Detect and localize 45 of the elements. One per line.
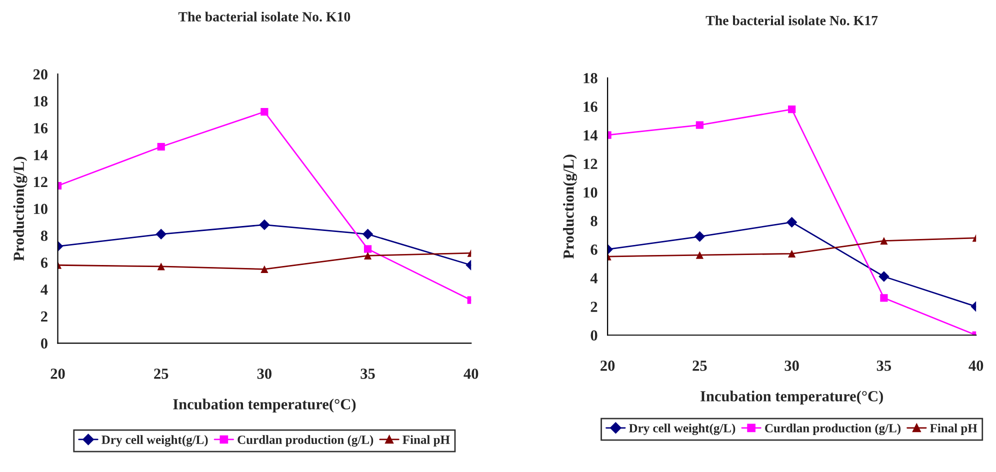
y-tick-label: 8 <box>590 216 598 226</box>
x-tick-label: 20 <box>600 360 615 371</box>
x-tick-label: 40 <box>464 368 478 379</box>
y-tick-label: 18 <box>584 73 598 84</box>
y-axis-title: Production(g/L) <box>563 154 578 259</box>
x-axis-title: Incubation temperature(°C) <box>700 390 883 404</box>
legend-label: Dry cell weight(g/L) <box>102 435 208 447</box>
chart-title: The bacterial isolate No. K17 <box>706 15 878 26</box>
y-axis-title: Production(g/L) <box>13 156 28 261</box>
y-tick-label: 10 <box>34 204 48 214</box>
y-tick-label: 10 <box>584 187 598 198</box>
y-tick-label: 18 <box>34 96 48 106</box>
y-tick-label: 20 <box>33 69 48 80</box>
legend-label: Final pH <box>930 424 978 435</box>
x-tick-label: 35 <box>876 360 892 371</box>
x-tick-label: 35 <box>360 368 375 379</box>
y-tick-label: 4 <box>590 273 598 284</box>
x-axis-title: Incubation temperature(°C) <box>173 398 356 413</box>
legend-label: Curdlan production (g/L) <box>765 424 900 436</box>
y-tick-label: 2 <box>41 311 48 322</box>
point <box>880 294 888 302</box>
y-tick-label: 6 <box>590 244 598 255</box>
x-tick-label: 30 <box>257 368 272 379</box>
y-tick-label: 16 <box>584 102 598 112</box>
y-tick-label: 16 <box>34 123 48 134</box>
legend-label: Curdlan production (g/L) <box>238 435 374 447</box>
point <box>157 262 165 270</box>
y-tick-label: 14 <box>584 130 598 140</box>
y-tick-label: 0 <box>40 338 48 349</box>
x-tick-label: 25 <box>692 360 707 371</box>
y-tick-label: 0 <box>590 330 598 341</box>
y-tick-label: 6 <box>40 258 48 268</box>
x-tick-label: 20 <box>50 368 65 379</box>
x-tick-label: 25 <box>154 368 168 379</box>
chart-title: The bacterial isolate No. K10 <box>178 12 350 22</box>
x-tick-label: 30 <box>784 360 799 371</box>
legend-label: Final pH <box>402 435 450 447</box>
y-tick-label: 2 <box>590 302 598 312</box>
y-tick-label: 12 <box>34 176 48 188</box>
x-tick-label: 40 <box>968 360 984 371</box>
y-tick-label: 8 <box>40 230 48 241</box>
y-tick-label: 4 <box>40 284 48 295</box>
legend-label: Dry cell weight(g/L) <box>628 424 736 436</box>
y-tick-label: 14 <box>34 150 48 160</box>
y-tick-label: 12 <box>584 158 598 169</box>
